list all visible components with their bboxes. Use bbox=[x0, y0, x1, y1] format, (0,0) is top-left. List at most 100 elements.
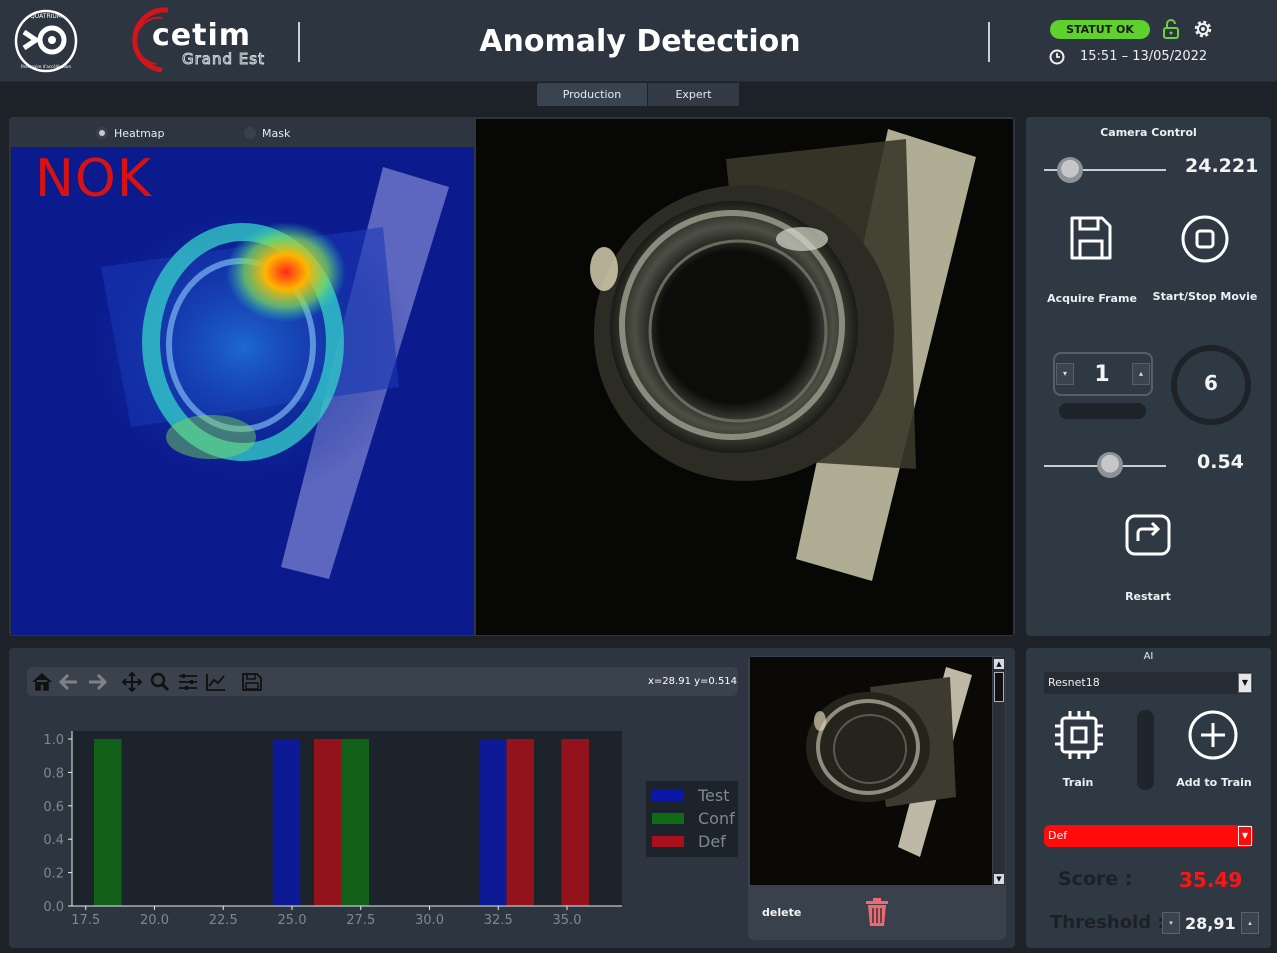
gain-value: 0.54 bbox=[1197, 451, 1244, 473]
pan-icon[interactable] bbox=[121, 672, 143, 692]
x-tick-label: 20.0 bbox=[140, 913, 169, 928]
quatrium-tagline: Partenaire d'accélération bbox=[21, 64, 71, 69]
score-label: Score : bbox=[1058, 868, 1133, 890]
radio-heatmap-label: Heatmap bbox=[114, 127, 165, 140]
y-tick-label: 1.0 bbox=[43, 733, 64, 748]
acquire-frame-label: Acquire Frame bbox=[1047, 292, 1137, 305]
radio-mask-indicator[interactable] bbox=[244, 127, 256, 139]
cetim-swoosh-icon bbox=[132, 7, 169, 73]
bar-conf bbox=[94, 739, 122, 906]
zoom-icon[interactable] bbox=[149, 672, 171, 692]
quatrium-logo: QUATRIUM Partenaire d'accélération bbox=[14, 9, 78, 73]
radio-mask-label: Mask bbox=[262, 127, 291, 140]
threshold-up-button[interactable]: ▴ bbox=[1241, 912, 1259, 934]
legend-label-def: Def bbox=[698, 832, 726, 851]
class-select[interactable]: Def bbox=[1044, 825, 1253, 847]
configure-subplots-icon[interactable] bbox=[177, 672, 199, 692]
spinbox-value[interactable]: 1 bbox=[1094, 362, 1110, 387]
cursor-coordinates: x=28.91 y=0.514 bbox=[648, 676, 738, 687]
edit-axis-icon[interactable] bbox=[205, 672, 227, 692]
datetime-display: 15:51 – 13/05/2022 bbox=[1080, 49, 1208, 64]
y-tick-label: 0.0 bbox=[43, 900, 64, 915]
gallery-scrollbar[interactable] bbox=[993, 657, 1005, 885]
gear-icon[interactable] bbox=[1191, 17, 1215, 41]
x-tick-label: 17.5 bbox=[71, 913, 100, 928]
stop-movie-icon[interactable] bbox=[1180, 214, 1230, 264]
vertical-slider[interactable] bbox=[1137, 710, 1154, 790]
forward-arrow-icon[interactable] bbox=[86, 672, 108, 692]
radio-mask[interactable]: Mask bbox=[244, 127, 290, 140]
cetim-logo-subtext: Grand Est bbox=[182, 50, 265, 69]
legend-swatch-conf bbox=[652, 813, 684, 824]
x-tick-label: 32.5 bbox=[484, 913, 513, 928]
tab-production[interactable]: Production bbox=[537, 83, 647, 106]
model-select[interactable]: Resnet18 bbox=[1044, 672, 1253, 694]
exposure-slider-handle[interactable] bbox=[1057, 157, 1084, 183]
add-circle-icon[interactable] bbox=[1187, 709, 1239, 761]
class-chevron-down-icon[interactable]: ▼ bbox=[1238, 826, 1252, 846]
heatmap-graphic bbox=[11, 147, 474, 635]
nok-overlay-label: NOK bbox=[35, 149, 152, 209]
unlock-icon[interactable] bbox=[1161, 18, 1181, 40]
scroll-down-arrow-icon[interactable]: ▼ bbox=[994, 874, 1004, 884]
radio-heatmap[interactable]: Heatmap bbox=[96, 127, 165, 140]
thumbnail-graphic bbox=[750, 657, 992, 885]
radio-heatmap-indicator[interactable] bbox=[96, 127, 108, 139]
y-tick-label: 0.8 bbox=[43, 766, 64, 781]
save-frame-icon[interactable] bbox=[1069, 215, 1113, 261]
threshold-label: Threshold : bbox=[1050, 912, 1165, 933]
spinbox-down-button[interactable]: ▾ bbox=[1056, 363, 1074, 385]
save-icon[interactable] bbox=[241, 672, 263, 692]
legend-swatch-test bbox=[652, 790, 684, 801]
quatrium-logo-text: QUATRIUM bbox=[30, 13, 62, 20]
heatmap-image: NOK bbox=[11, 147, 474, 635]
restart-icon[interactable] bbox=[1124, 511, 1172, 557]
x-tick-label: 30.0 bbox=[415, 913, 444, 928]
camera-control-title: Camera Control bbox=[1100, 126, 1197, 139]
x-tick-label: 22.5 bbox=[209, 913, 238, 928]
threshold-value[interactable]: 28,91 bbox=[1185, 914, 1236, 933]
chip-train-icon[interactable] bbox=[1052, 708, 1106, 762]
x-tick-label: 25.0 bbox=[278, 913, 307, 928]
sample-thumbnail[interactable] bbox=[750, 657, 992, 885]
back-arrow-icon[interactable] bbox=[58, 672, 80, 692]
delete-label: delete bbox=[762, 906, 802, 919]
counter-dial-value: 6 bbox=[1204, 371, 1218, 395]
cetim-logo-text: cetim bbox=[152, 18, 252, 53]
train-label: Train bbox=[1062, 776, 1094, 789]
gain-slider-handle[interactable] bbox=[1096, 452, 1123, 478]
bar-test bbox=[479, 739, 507, 906]
x-tick-label: 35.0 bbox=[553, 913, 582, 928]
legend-swatch-def bbox=[652, 836, 684, 847]
add-to-train-label: Add to Train bbox=[1176, 776, 1252, 789]
bar-def bbox=[314, 739, 342, 906]
scroll-up-arrow-icon[interactable]: ▲ bbox=[994, 659, 1004, 669]
scrollbar-thumb[interactable] bbox=[994, 672, 1004, 702]
legend-label-conf: Conf bbox=[698, 809, 735, 828]
exposure-slider-track[interactable] bbox=[1044, 169, 1166, 171]
histogram-chart[interactable]: 17.5 20.0 22.5 25.0 27.5 30.0 32.5 35.0 0.0 0.2 0.… bbox=[30, 710, 750, 942]
trash-icon[interactable] bbox=[864, 897, 890, 927]
bar-def bbox=[561, 739, 589, 906]
y-tick-label: 0.6 bbox=[43, 800, 64, 815]
counter-dial bbox=[1171, 345, 1251, 425]
home-icon[interactable] bbox=[31, 672, 53, 692]
x-tick-label: 27.5 bbox=[346, 913, 375, 928]
threshold-down-button[interactable]: ▾ bbox=[1162, 912, 1180, 934]
chevron-down-icon[interactable]: ▼ bbox=[1238, 673, 1252, 693]
bar-test bbox=[272, 739, 301, 906]
progress-pill bbox=[1059, 403, 1146, 419]
ai-panel bbox=[1026, 648, 1271, 948]
bar-def bbox=[506, 739, 534, 906]
plot-toolbar bbox=[27, 667, 738, 696]
score-value: 35.49 bbox=[1179, 868, 1243, 892]
tab-expert[interactable]: Expert bbox=[648, 83, 739, 106]
spinbox-up-button[interactable]: ▴ bbox=[1132, 363, 1150, 385]
status-badge: STATUT OK bbox=[1050, 20, 1150, 39]
camera-live-image bbox=[476, 119, 1013, 635]
camera-frame-graphic bbox=[476, 119, 1013, 635]
restart-label: Restart bbox=[1125, 590, 1171, 603]
header-divider-right bbox=[988, 22, 990, 62]
y-tick-label: 0.2 bbox=[43, 867, 64, 882]
